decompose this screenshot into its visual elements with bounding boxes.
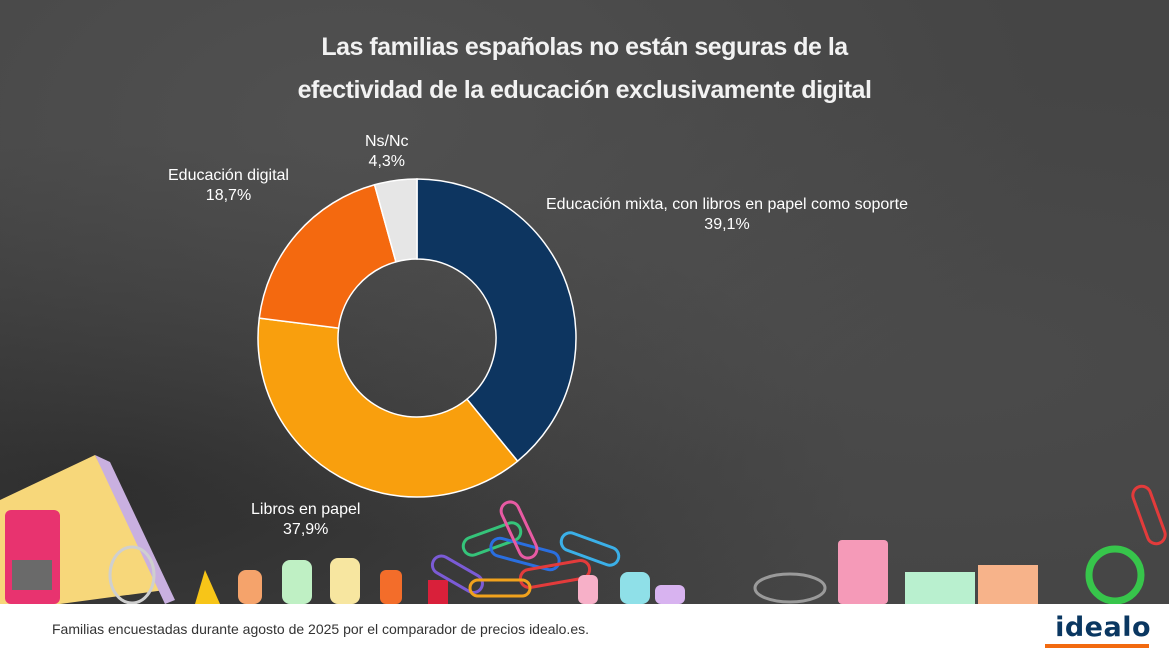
donut-slice-3	[373, 178, 418, 263]
donut-slice-1	[257, 317, 519, 498]
label-educacion-digital-value: 18,7%	[205, 187, 252, 204]
label-nsnc-name: Ns/Nc	[365, 133, 409, 150]
label-libros-papel: Libros en papel 37,9%	[251, 500, 360, 540]
label-libros-papel-value: 37,9%	[283, 521, 329, 538]
donut-slice-2	[258, 183, 397, 329]
title-line-2: efectividad de la educación exclusivamen…	[297, 76, 872, 104]
chart-title: Las familias españolas no están seguras …	[0, 26, 1169, 112]
idealo-logo: idealo	[1055, 612, 1151, 643]
label-libros-papel-name: Libros en papel	[251, 501, 361, 518]
label-nsnc: Ns/Nc 4,3%	[365, 132, 409, 172]
source-note: Familias encuestadas durante agosto de 2…	[52, 621, 589, 637]
label-educacion-mixta-value: 39,1%	[704, 216, 750, 233]
label-educacion-mixta-name: Educación mixta, con libros en papel com…	[546, 196, 908, 213]
school-supplies-decoration	[0, 455, 1167, 604]
label-educacion-digital: Educación digital 18,7%	[168, 166, 289, 206]
donut-slice-0	[416, 178, 577, 463]
label-educacion-digital-name: Educación digital	[168, 167, 289, 184]
chalkboard-background: Las familias españolas no están seguras …	[0, 0, 1169, 604]
title-line-1: Las familias españolas no están seguras …	[321, 33, 848, 61]
label-educacion-mixta: Educación mixta, con libros en papel com…	[546, 195, 908, 235]
idealo-logo-underline	[1045, 644, 1149, 648]
label-nsnc-value: 4,3%	[368, 153, 406, 170]
footer: Familias encuestadas durante agosto de 2…	[0, 604, 1169, 656]
donut-chart	[257, 178, 577, 498]
